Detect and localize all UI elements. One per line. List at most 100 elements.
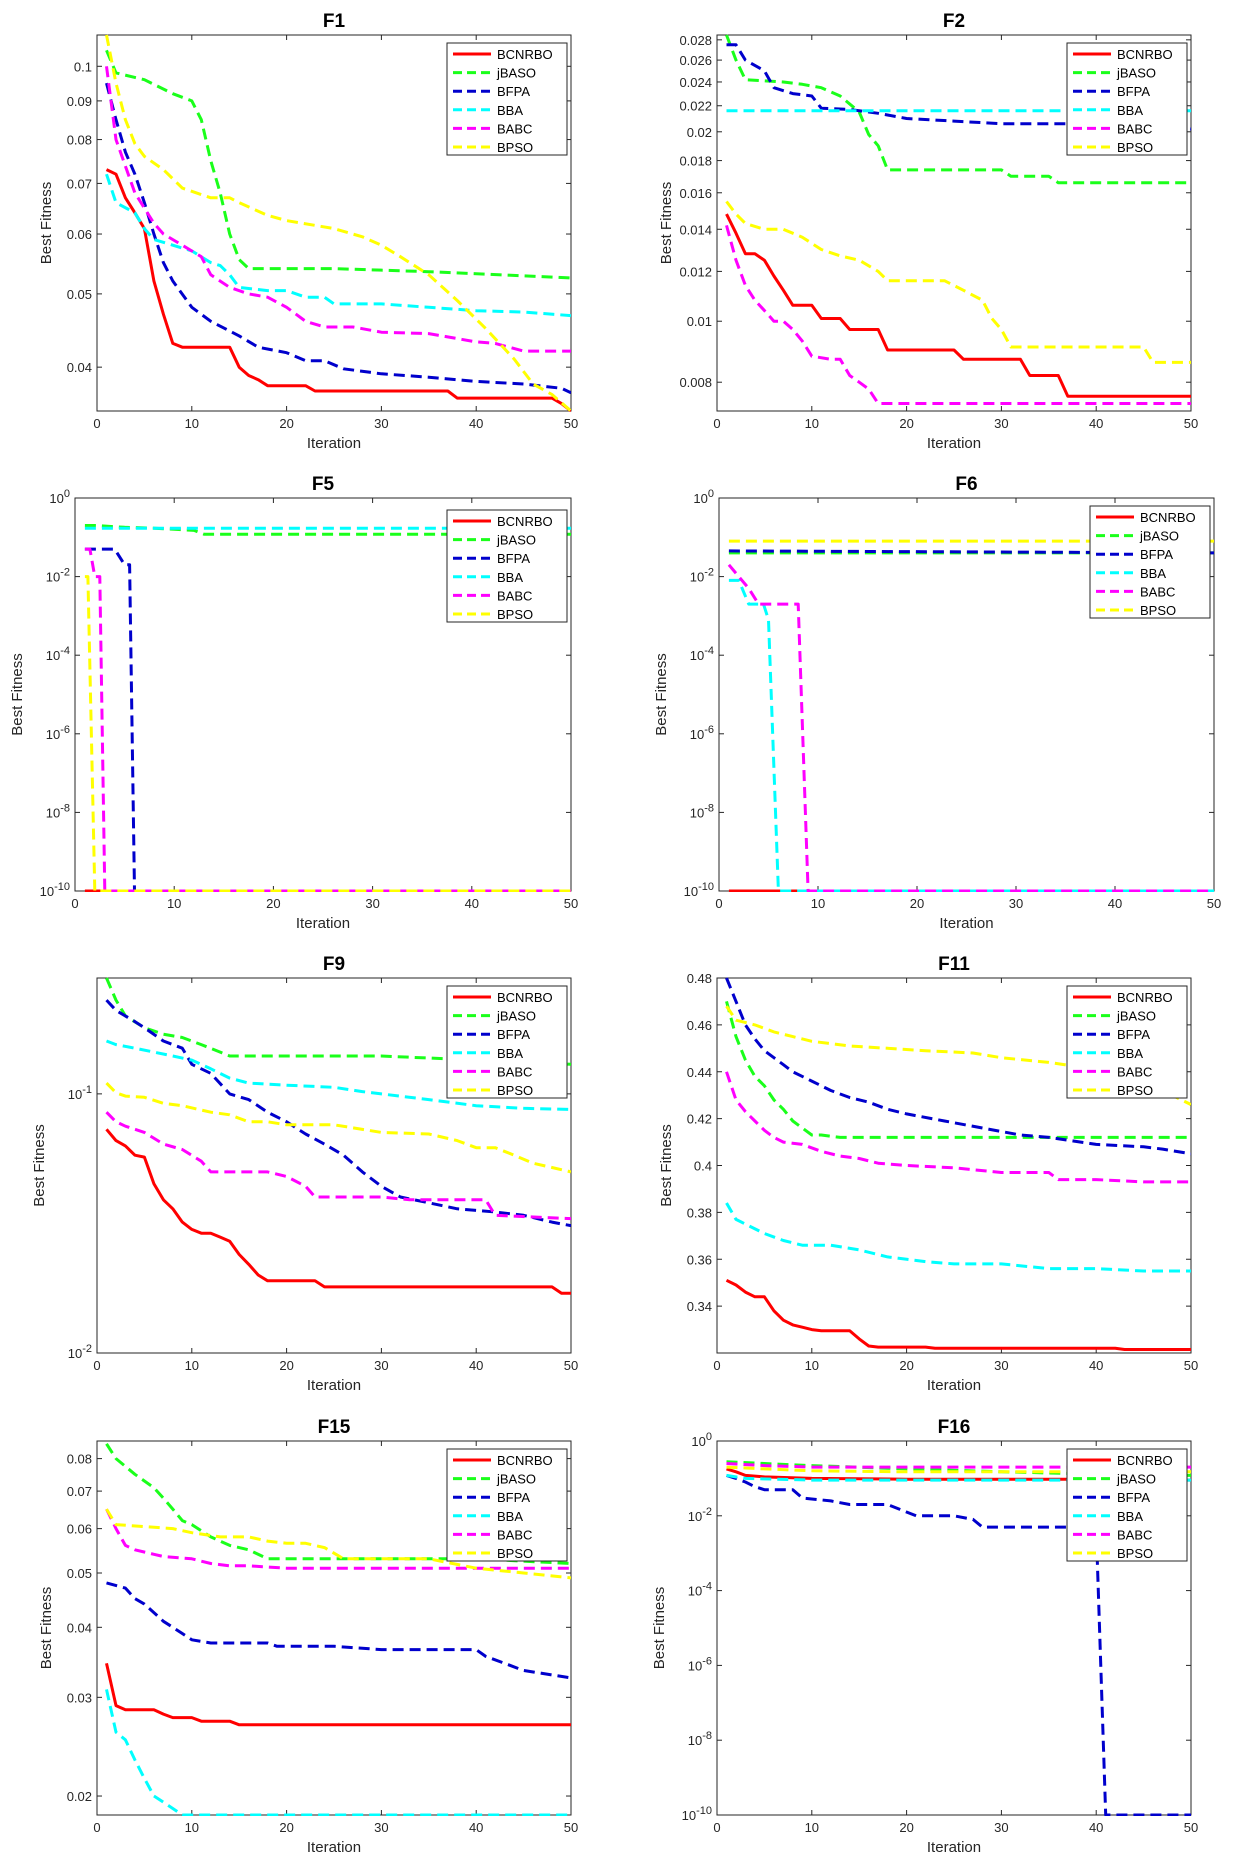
series-line-bfpa: [726, 1473, 1191, 1816]
legend-label-bba: BBA: [1140, 566, 1166, 581]
legend: BCNRBO jBASO BFPA BBA BABC BPSO: [1066, 1448, 1188, 1562]
y-axis-label: Best Fitness: [38, 1587, 55, 1670]
x-tick-label: 10: [167, 896, 181, 911]
legend-label-bcnrbo: BCNRBO: [497, 514, 553, 529]
chart-title: F1: [323, 11, 346, 32]
legend-label-bcnrbo: BCNRBO: [497, 990, 553, 1005]
y-tick-label: 0.01: [687, 314, 712, 329]
y-tick-label: 0.04: [67, 1620, 92, 1635]
legend-label-bpso: BPSO: [497, 140, 533, 155]
x-axis-label: Iteration: [927, 1377, 981, 1394]
x-tick-label: 50: [564, 1820, 578, 1835]
x-tick-label: 20: [266, 896, 280, 911]
series-line-bpso: [726, 1465, 1191, 1474]
series-line-jbaso: [725, 1001, 1191, 1139]
x-tick-label: 0: [713, 1358, 720, 1373]
y-tick-label: 0.06: [67, 227, 92, 242]
series-line-bcnrbo: [725, 1278, 1191, 1351]
legend: BCNRBO jBASO BFPA BBA BABC BPSO: [1066, 42, 1188, 156]
series-line-bba: [725, 1202, 1191, 1273]
series-line-bba: [105, 1689, 571, 1816]
x-tick-label: 10: [185, 416, 199, 431]
legend-label-jbaso: jBASO: [1116, 66, 1156, 81]
y-tick-label: 10-2: [68, 1343, 92, 1361]
legend-label-bpso: BPSO: [497, 1083, 533, 1098]
series-line-jbaso: [726, 1460, 1191, 1477]
chart-title: F11: [938, 954, 970, 975]
y-tick-label: 0.02: [687, 125, 712, 140]
x-tick-label: 40: [469, 1358, 483, 1373]
legend-label-bba: BBA: [497, 1509, 523, 1524]
y-axis-label: Best Fitness: [658, 1124, 675, 1207]
y-tick-label: 0.38: [687, 1205, 712, 1220]
x-tick-label: 10: [811, 896, 825, 911]
series-line-bfpa: [106, 1581, 571, 1680]
chart-panel-f1: 0 10 20 30 40 50 0.04 0.05 0.06 0.07 0.08 0.09 0.1 F1…: [38, 11, 578, 452]
x-tick-label: 30: [1009, 896, 1023, 911]
x-tick-label: 40: [469, 1820, 483, 1835]
legend-label-bba: BBA: [1117, 1046, 1143, 1061]
chart-title: F6: [955, 474, 977, 495]
legend: BCNRBO jBASO BFPA BBA BABC BPSO: [1089, 505, 1211, 619]
x-tick-label: 10: [805, 416, 819, 431]
y-tick-label: 10-2: [46, 567, 70, 585]
x-tick-label: 40: [465, 896, 479, 911]
x-tick-label: 50: [1207, 896, 1221, 911]
y-tick-label: 10-10: [682, 1805, 712, 1823]
y-tick-label: 0.018: [679, 154, 712, 169]
legend-label-bfpa: BFPA: [1140, 547, 1173, 562]
y-tick-label: 0.08: [67, 133, 92, 148]
y-tick-label: 0.03: [67, 1690, 92, 1705]
x-tick-label: 20: [899, 1358, 913, 1373]
y-tick-label: 0.024: [679, 75, 712, 90]
x-tick-label: 0: [713, 416, 720, 431]
x-tick-label: 50: [564, 416, 578, 431]
legend-label-jbaso: jBASO: [496, 1009, 536, 1024]
chart-title: F16: [938, 1417, 971, 1438]
x-tick-label: 10: [805, 1358, 819, 1373]
x-tick-label: 50: [564, 896, 578, 911]
series-line-bcnrbo: [105, 1128, 571, 1295]
chart-title: F15: [318, 1417, 351, 1438]
chart-panel-f15: 0 10 20 30 40 50 0.02 0.03 0.04 0.05 0.06 0.07 0.08 F…: [38, 1417, 578, 1856]
x-tick-label: 40: [1089, 416, 1103, 431]
y-tick-label: 0.48: [687, 971, 712, 986]
legend: BCNRBO jBASO BFPA BBA BABC BPSO: [446, 509, 568, 623]
legend-label-babc: BABC: [1117, 121, 1152, 136]
y-tick-label: 10-4: [690, 645, 714, 663]
legend-label-jbaso: jBASO: [496, 533, 536, 548]
y-tick-label: 10-2: [688, 1506, 712, 1524]
y-tick-label: 0.04: [67, 360, 92, 375]
chart-panel-f5: 0 10 20 30 40 50 10-10 10-8 10-6 10-4 10-2 100 F5 Ite…: [9, 474, 578, 932]
series-line-bcnrbo: [725, 213, 1191, 398]
legend-label-bcnrbo: BCNRBO: [497, 1453, 553, 1468]
x-tick-label: 30: [374, 416, 388, 431]
series-line-bpso: [105, 1082, 571, 1174]
y-tick-label: 0.09: [67, 94, 92, 109]
x-tick-label: 20: [910, 896, 924, 911]
series-line-babc: [105, 1508, 571, 1570]
legend-box: [1066, 985, 1188, 1099]
legend-label-babc: BABC: [497, 588, 532, 603]
series-line-bba: [105, 1039, 571, 1111]
legend-label-bcnrbo: BCNRBO: [1117, 47, 1173, 62]
series-line-babc: [727, 563, 1214, 892]
x-tick-label: 20: [899, 416, 913, 431]
legend-label-babc: BABC: [1117, 1527, 1152, 1542]
x-tick-label: 40: [469, 416, 483, 431]
y-tick-label: 10-6: [688, 1655, 712, 1673]
chart-title: F2: [943, 11, 965, 32]
x-tick-label: 50: [1184, 416, 1198, 431]
legend-label-jbaso: jBASO: [496, 66, 536, 81]
y-axis-label: Best Fitness: [653, 653, 670, 736]
legend-label-bba: BBA: [497, 570, 523, 585]
x-tick-label: 20: [279, 416, 293, 431]
series-line-jbaso: [105, 49, 571, 280]
legend-label-bpso: BPSO: [1140, 603, 1176, 618]
legend-box: [446, 42, 568, 156]
legend-box: [446, 985, 568, 1099]
legend-label-babc: BABC: [1140, 584, 1175, 599]
y-tick-label: 0.014: [679, 222, 712, 237]
y-tick-label: 10-6: [46, 724, 70, 742]
